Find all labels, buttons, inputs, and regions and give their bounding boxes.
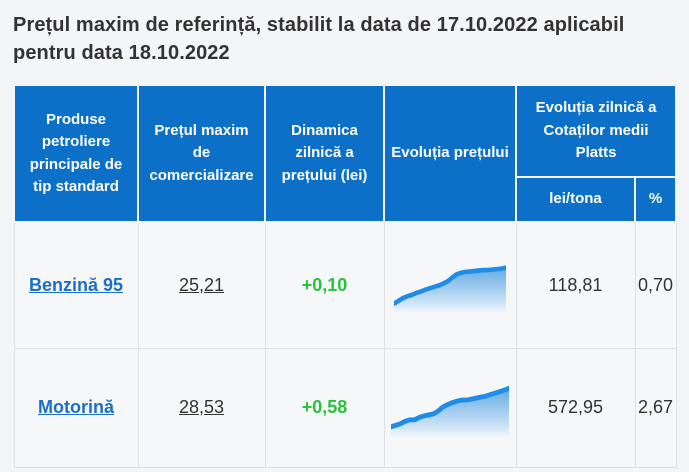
price-evolution-chart-motorina — [391, 385, 509, 436]
header-price-evolution: Evoluția prețului — [383, 84, 517, 224]
table-row-benzina-95: Benzină 95 25,21 +0,10 — [13, 221, 677, 349]
product-link-benzina-95[interactable]: Benzină 95 — [28, 274, 124, 295]
max-price-value[interactable]: 28,53 — [178, 397, 225, 418]
daily-dynamic-value: +0,10 — [301, 274, 348, 295]
page-title: Prețul maxim de referință, stabilit la d… — [13, 14, 625, 64]
platts-pct-value: 2,67 — [637, 397, 674, 418]
header-platts-lei-tona: lei/tona — [515, 176, 636, 224]
platts-lei-value: 118,81 — [548, 274, 603, 295]
fuel-price-table: Produse petroliere principale de tip sta… — [13, 84, 677, 468]
price-evolution-chart-benzina — [394, 265, 506, 312]
table-row-motorina: Motorină 28,53 +0,58 — [13, 347, 677, 468]
product-link-motorina[interactable]: Motorină — [38, 397, 114, 418]
header-daily-dynamic: Dinamica zilnică a prețului (lei) — [264, 84, 385, 224]
platts-lei-value: 572,95 — [547, 397, 604, 418]
max-price-value[interactable]: 25,21 — [178, 274, 225, 295]
header-product: Produse petroliere principale de tip sta… — [13, 84, 139, 224]
header-max-price: Prețul maxim de comercializare — [137, 84, 266, 224]
daily-dynamic-value: +0,58 — [301, 397, 348, 418]
header-platts-group: Evoluția zilnică a Cotaților medii Platt… — [515, 84, 677, 179]
platts-pct-value: 0,70 — [637, 274, 674, 295]
header-platts-percent: % — [634, 176, 677, 224]
